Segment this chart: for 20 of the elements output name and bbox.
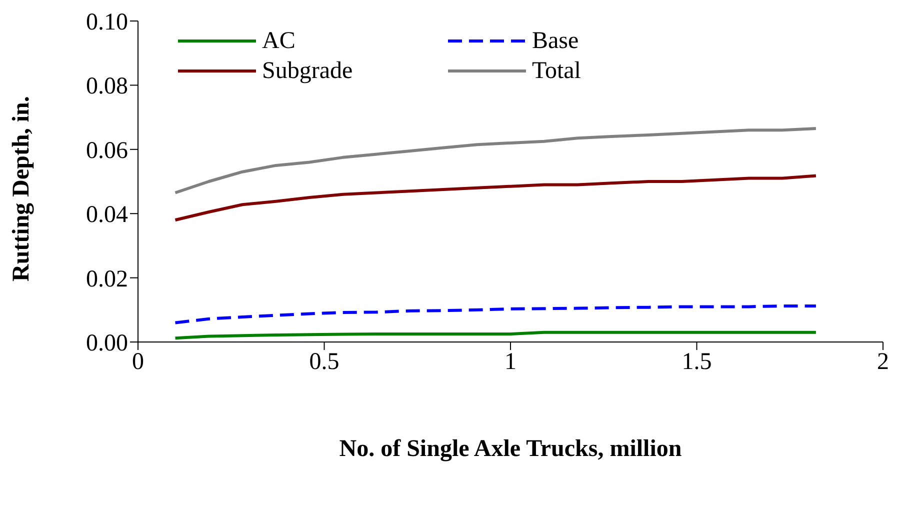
y-tick-label: 0.00 <box>86 330 128 357</box>
line-series <box>174 304 818 324</box>
line-series <box>174 174 818 222</box>
y-tick-label: 0.06 <box>86 138 128 164</box>
x-tick-label: 1.5 <box>682 349 712 376</box>
x-tick-label: 0.5 <box>309 349 340 376</box>
legend-label: Base <box>532 28 579 54</box>
x-tick-label: 2 <box>877 349 889 376</box>
x-axis-title: No. of Single Axle Trucks, million <box>339 436 682 462</box>
line-series <box>174 127 818 194</box>
legend-label: AC <box>262 28 296 54</box>
legend-label: Subgrade <box>262 58 353 84</box>
y-axis-title: Rutting Depth, in. <box>8 96 35 282</box>
y-tick-label: 0.10 <box>86 10 128 36</box>
x-tick-label: 1 <box>504 349 516 376</box>
y-tick-label: 0.08 <box>86 74 128 100</box>
y-tick-label: 0.02 <box>86 266 128 292</box>
y-tick-label: 0.04 <box>86 202 128 228</box>
x-tick-label: 0 <box>132 349 144 376</box>
legend-label: Total <box>532 58 581 84</box>
